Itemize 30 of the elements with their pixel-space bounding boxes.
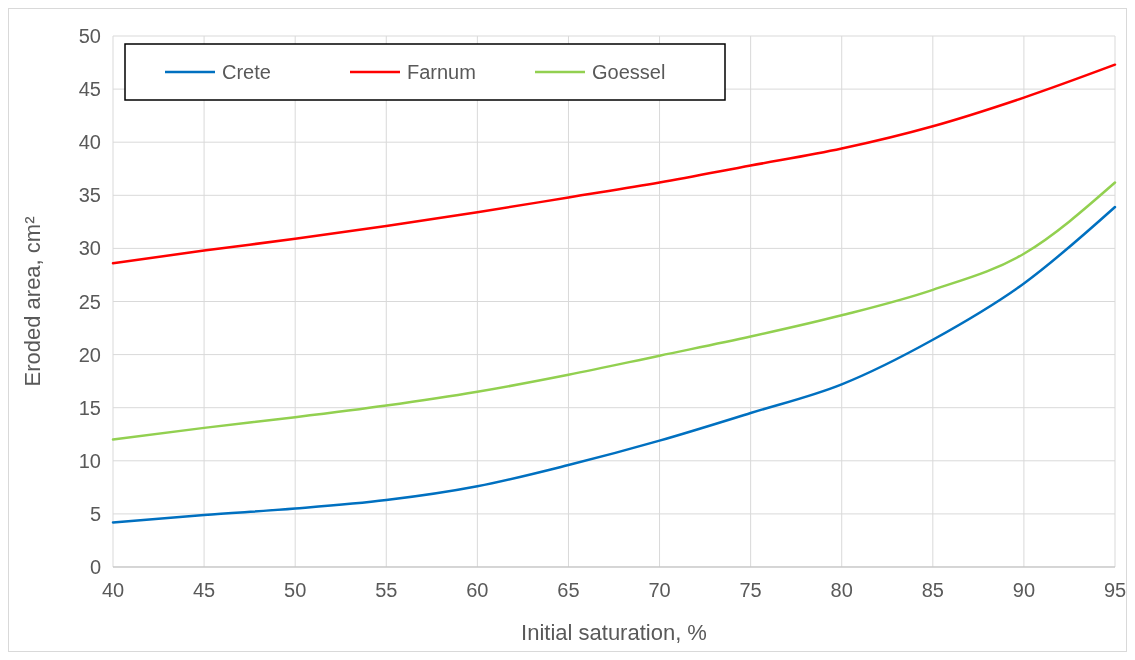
y-tick-label: 25 (78, 290, 101, 313)
y-axis-title: Eroded area, cm² (20, 216, 45, 387)
x-tick-label: 80 (830, 579, 853, 601)
line-series (111, 181, 1117, 441)
y-tick-label: 35 (78, 184, 101, 207)
y-tick-label: 50 (78, 25, 101, 47)
legend-label: Crete (222, 61, 271, 83)
y-tick-label: 0 (89, 556, 101, 578)
legend-label: Farnum (407, 61, 476, 83)
y-tick-label: 40 (78, 131, 101, 154)
x-tick-label: 65 (557, 579, 580, 601)
x-tick-label: 90 (1012, 579, 1036, 601)
x-axis-title: Initial saturation, % (521, 620, 707, 645)
x-tick-label: 50 (284, 579, 307, 601)
x-tick-label: 95 (1103, 579, 1127, 601)
y-tick-label: 15 (78, 396, 101, 419)
y-tick-label: 5 (89, 502, 101, 525)
x-tick-label: 60 (466, 579, 489, 601)
y-tick-label: 20 (78, 343, 101, 366)
x-tick-label: 85 (921, 579, 944, 601)
line-series (111, 205, 1117, 524)
x-tick-label: 75 (739, 579, 762, 601)
y-tick-label: 10 (78, 449, 101, 472)
x-tick-label: 55 (375, 579, 398, 601)
x-tick-label: 45 (192, 579, 216, 601)
x-tick-label: 70 (648, 579, 671, 601)
y-tick-label: 45 (78, 78, 101, 101)
line-series (111, 63, 1117, 265)
y-tick-label: 30 (78, 237, 101, 260)
legend-label: Goessel (592, 61, 666, 83)
